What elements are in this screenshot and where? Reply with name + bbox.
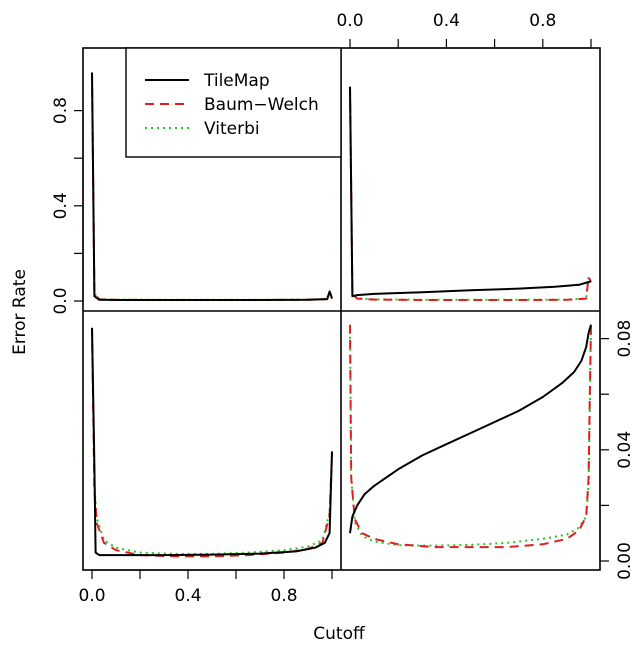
x-tick-label-top: 0.0 (336, 11, 363, 31)
panels (82, 47, 601, 571)
y-tick-label-right: 0.00 (615, 542, 635, 580)
series-line-tilemap (91, 72, 333, 301)
series-line-tilemap (349, 86, 592, 298)
series-line-tilemap (91, 327, 333, 557)
legend-label-tilemap: TileMap (203, 71, 270, 91)
x-tick-label-bottom: 0.8 (270, 586, 297, 606)
series-line-tilemap (349, 324, 592, 534)
x-tick-label-bottom: 0.0 (78, 586, 105, 606)
x-tick-label-top: 0.4 (433, 11, 460, 31)
x-axis-title: Cutoff (313, 624, 366, 644)
y-axis-title: Error Rate (10, 269, 30, 355)
y-tick-label-left: 0.0 (51, 287, 71, 314)
panel-bottom-left (91, 327, 333, 558)
legend-label-baumwelch: Baum−Welch (204, 95, 319, 115)
x-tick-label-bottom: 0.4 (174, 586, 201, 606)
series-line-viterbi (349, 86, 592, 301)
y-tick-label-left: 0.4 (51, 192, 71, 219)
series-line-viterbi (91, 327, 333, 555)
series-line-viterbi (349, 324, 592, 547)
y-tick-label-right: 0.08 (615, 320, 635, 358)
legend-label-viterbi: Viterbi (204, 119, 260, 139)
series-line-baumwelch (91, 327, 333, 558)
y-tick-label-left: 0.8 (51, 97, 71, 124)
panel-bottom-right (349, 324, 592, 549)
legend: TileMap Baum−Welch Viterbi (125, 47, 342, 158)
x-tick-label-top: 0.8 (529, 11, 556, 31)
legend-box (125, 47, 342, 158)
axes: 0.0 0.4 0.8 0.0 0.4 0.8 0.0 0.4 0.8 0.00 0.04 0.08 (51, 11, 635, 606)
panel-top-right (349, 86, 592, 301)
panel-top-left (91, 72, 333, 301)
series-line-baumwelch (349, 86, 592, 301)
y-tick-label-right: 0.04 (615, 431, 635, 469)
series-line-baumwelch (349, 324, 592, 549)
